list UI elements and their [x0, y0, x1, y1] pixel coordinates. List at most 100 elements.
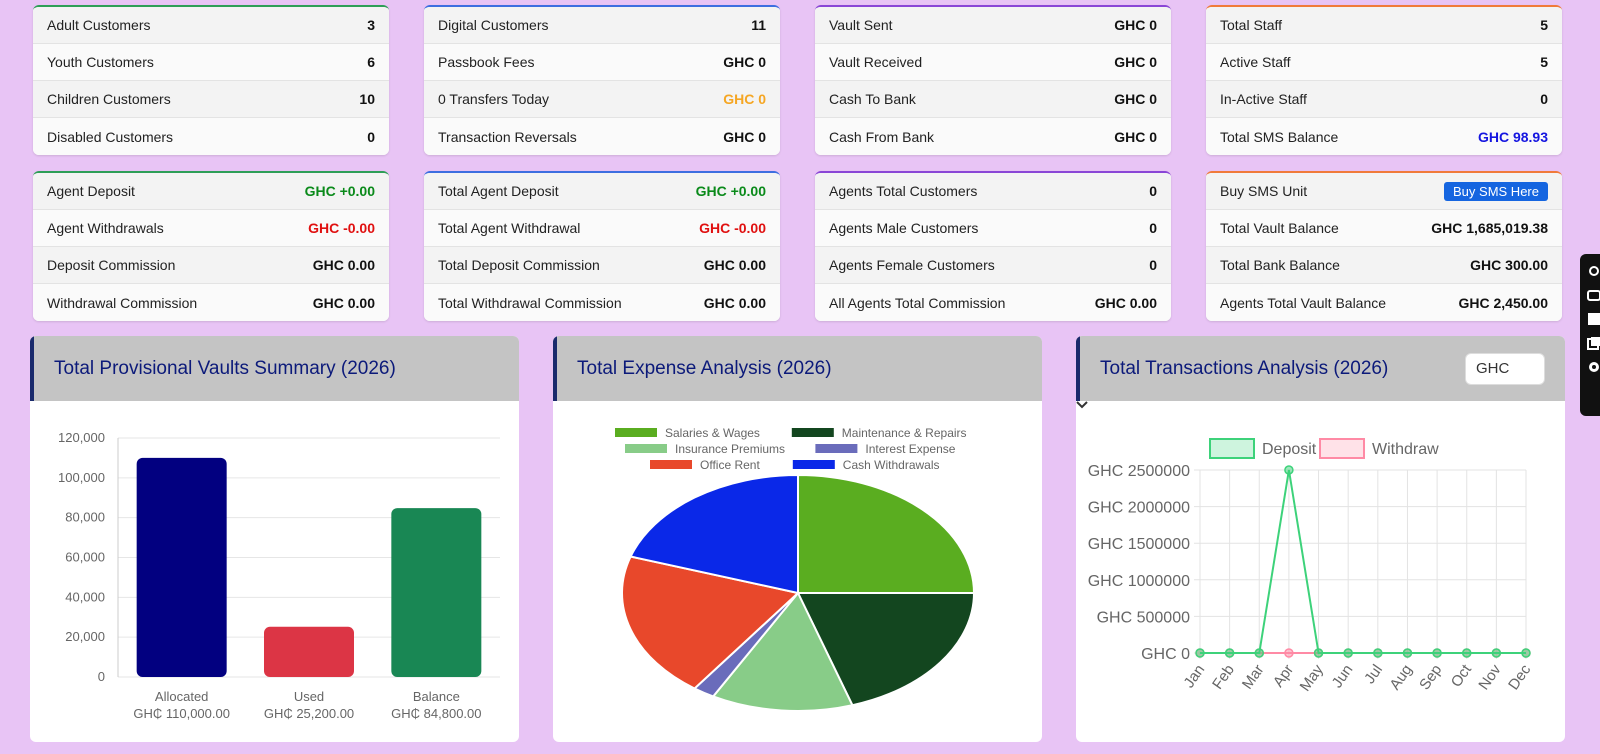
legend-swatch: [815, 444, 858, 453]
stat-label: Total Bank Balance: [1220, 257, 1340, 273]
stat-value: GHC 2,450.00: [1458, 294, 1549, 311]
data-point: [1461, 648, 1472, 658]
data-point: [1491, 648, 1502, 658]
stat-row: Total Staff 5: [1206, 7, 1562, 44]
buy-sms-button[interactable]: Buy SMS Here: [1444, 181, 1548, 201]
pie-slice: [797, 473, 976, 594]
stat-value: 11: [751, 17, 766, 33]
panel-header: Total Provisional Vaults Summary (2026): [30, 336, 519, 401]
transactions-line-chart: Deposit Withdraw GHC 0 GHC 500000 GHC 100000…: [1088, 438, 1535, 695]
copy-icon[interactable]: [1587, 336, 1600, 350]
x-tick-label: May: [1297, 661, 1327, 694]
panel-title: Total Expense Analysis (2026): [577, 357, 832, 379]
x-tick-label: Oct: [1448, 661, 1476, 691]
stat-row: Transaction Reversals GHC 0: [424, 118, 780, 155]
square-icon[interactable]: [1587, 312, 1600, 326]
data-point: [1313, 648, 1324, 658]
series-line: [1200, 469, 1526, 654]
x-tick-sublabel: GH₵ 25,200.00: [264, 706, 354, 721]
x-tick-label: Feb: [1209, 662, 1238, 693]
currency-select[interactable]: GHC: [1076, 352, 1545, 409]
stat-row: Agent Deposit GHC +0.00: [33, 173, 389, 210]
stat-value: GHC 0: [723, 91, 766, 107]
data-point: [1373, 648, 1383, 658]
x-tick-label: Mar: [1239, 662, 1268, 693]
stat-label: Withdrawal Commission: [47, 294, 198, 311]
stat-label: Agents Total Customers: [829, 183, 978, 199]
stat-row: Total Bank Balance GHC 300.00: [1206, 247, 1562, 284]
stat-label: Total Vault Balance: [1220, 220, 1339, 236]
bar: [264, 626, 354, 677]
stat-label: Deposit Commission: [47, 257, 176, 273]
x-tick-label: Aug: [1386, 662, 1415, 694]
legend-swatch: [650, 460, 692, 469]
x-tick-label: Allocated: [155, 689, 208, 704]
stat-row: Cash From Bank GHC 0: [815, 118, 1171, 155]
stat-value: GHC 0: [1114, 17, 1157, 33]
stat-label: Total Deposit Commission: [438, 257, 600, 273]
pie-slice: [621, 555, 801, 690]
stat-row: Agents Male Customers 0: [815, 210, 1171, 247]
x-tick-label: Balance: [413, 689, 460, 704]
y-tick-label: GHC 500000: [1097, 609, 1190, 626]
stat-value: GHC 300.00: [1470, 257, 1548, 273]
stat-value: GHC 98.93: [1477, 128, 1548, 145]
stat-label: Agent Deposit: [47, 183, 135, 199]
camera-icon[interactable]: [1587, 288, 1600, 302]
stat-label: Disabled Customers: [47, 128, 174, 145]
vault-card: Vault Sent GHC 0 Vault Received GHC 0 Cash…: [815, 5, 1171, 155]
stat-value: 0: [1149, 257, 1157, 273]
stat-value: GHC 0.00: [703, 257, 766, 273]
stat-label: In-Active Staff: [1220, 91, 1307, 107]
legend-swatch: [1209, 438, 1255, 459]
stat-label: Cash To Bank: [829, 91, 916, 107]
x-tick-sublabel: GH₵ 84,800.00: [391, 706, 481, 721]
stat-value: 0: [1149, 220, 1157, 236]
digital-card: Digital Customers 11 Passbook Fees GHC 0 0…: [424, 5, 780, 155]
y-tick-label: GHC 1500000: [1088, 536, 1190, 553]
x-tick-label: Jan: [1180, 662, 1208, 692]
stat-label: Active Staff: [1220, 54, 1291, 70]
transactions-analysis-panel: Total Transactions Analysis (2026) GHC D…: [1076, 336, 1565, 742]
panel-header: Total Expense Analysis (2026): [553, 336, 1042, 401]
stat-value: GHC -0.00: [699, 220, 766, 236]
stat-label: Agents Female Customers: [829, 257, 995, 273]
y-tick-label: 0: [98, 669, 105, 684]
stat-row: Adult Customers 3: [33, 7, 389, 44]
stat-value: 0: [1149, 183, 1157, 199]
x-tick-label: Dec: [1505, 661, 1535, 693]
stat-value: GHC 0: [1114, 128, 1157, 145]
data-point: [1195, 648, 1205, 658]
stat-label: Total SMS Balance: [1220, 128, 1339, 145]
stat-value: 0: [1540, 91, 1548, 107]
legend-swatch: [792, 460, 835, 469]
stat-label: Children Customers: [47, 91, 171, 107]
gear-icon[interactable]: [1587, 360, 1600, 374]
data-point: [1402, 648, 1413, 658]
y-tick-label: 80,000: [65, 510, 105, 525]
vaults-bar-chart: 0 20,000 40,000 60,000 80,000 100,000 120,000 A…: [58, 430, 500, 721]
x-tick-label: Jul: [1361, 662, 1386, 687]
legend-swatch: [1319, 438, 1365, 459]
stat-value: GHC 0: [1114, 54, 1157, 70]
stat-value: GHC 0: [1114, 91, 1157, 107]
stat-value: GHC 0: [723, 54, 766, 70]
stat-value: GHC 1,685,019.38: [1431, 220, 1548, 236]
legend-swatch: [615, 428, 657, 437]
stat-value: GHC 0.00: [703, 294, 766, 311]
x-tick-label: Jun: [1329, 662, 1357, 692]
data-point: [1254, 648, 1265, 658]
legend-swatch: [791, 428, 834, 437]
stat-row: Withdrawal Commission GHC 0.00: [33, 284, 389, 321]
legend-swatch: [625, 444, 667, 453]
stat-row: Agents Total Vault Balance GHC 2,450.00: [1206, 284, 1562, 321]
stat-row: Agents Total Customers 0: [815, 173, 1171, 210]
legend-label: Maintenance & Repairs: [842, 426, 967, 440]
stat-row: Youth Customers 6: [33, 44, 389, 81]
legend-label: Cash Withdrawals: [843, 458, 940, 472]
rocket-icon[interactable]: [1587, 264, 1600, 278]
stat-value: 10: [359, 91, 375, 107]
legend-label: Salaries & Wages: [665, 426, 760, 440]
stat-label: Youth Customers: [47, 54, 154, 70]
customers-card: Adult Customers 3 Youth Customers 6 Childr…: [33, 5, 389, 155]
